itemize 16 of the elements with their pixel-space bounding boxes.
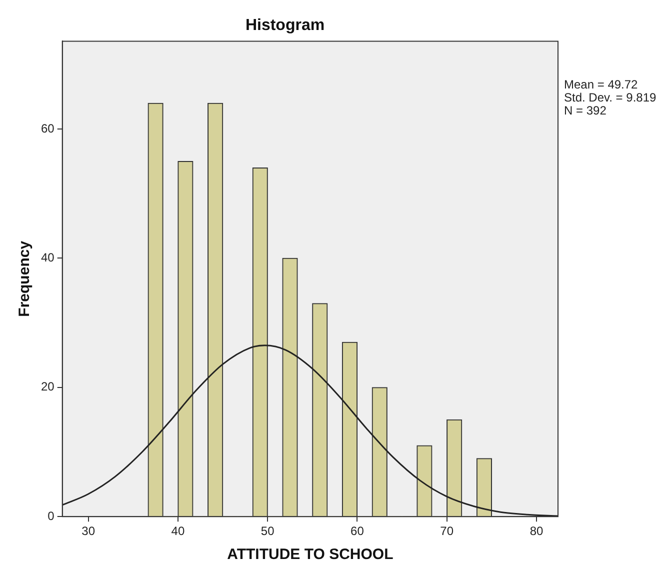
chart-title: Histogram [245, 17, 325, 34]
y-tick-label: 20 [40, 380, 55, 394]
text: N = 392 [564, 104, 607, 118]
x-tick-label: 80 [530, 524, 544, 538]
y-tick-label: 60 [40, 121, 55, 136]
x-tick-label: 70 [440, 524, 454, 538]
x-tick-label: 30 [82, 524, 96, 538]
y-axis-title: Frequency [16, 240, 34, 317]
x-tick-label: 50 [260, 524, 275, 538]
text: Std. Dev. = 9.819 [564, 90, 656, 105]
y-tick-label: 40 [40, 250, 55, 265]
x-tick-label: 60 [350, 524, 364, 538]
y-tick-label: 0 [48, 508, 55, 523]
x-axis-title: ATTITUDE TO SCHOOL [227, 546, 394, 564]
text: Mean = 49.72 [564, 78, 638, 92]
x-tick-label: 40 [171, 524, 185, 538]
